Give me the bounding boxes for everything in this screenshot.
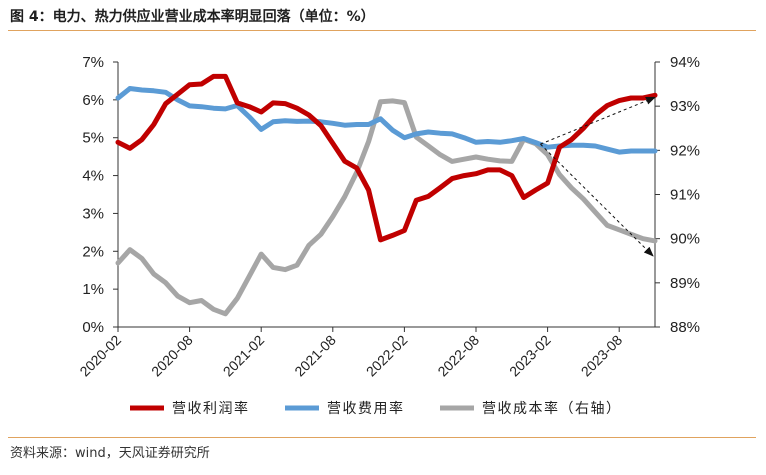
x-tick-label: 2021-02 [220, 332, 268, 380]
source-note: 资料来源：wind，天风证券研究所 [10, 446, 210, 461]
x-tick-label: 2022-08 [434, 332, 482, 380]
left-tick-label: 2% [82, 243, 104, 260]
series-line-0 [115, 73, 658, 243]
right-tick-label: 89% [670, 275, 700, 292]
figure-title: 图 4：电力、热力供应业营业成本率明显回落（单位：%） [10, 9, 375, 25]
left-tick-label: 1% [82, 281, 104, 298]
right-tick-label: 94% [670, 54, 700, 71]
right-tick-label: 91% [670, 187, 700, 204]
arrow-down-cost [540, 143, 654, 257]
right-tick-label: 90% [670, 231, 700, 248]
x-tick-label: 2022-02 [363, 332, 411, 380]
title-divider [8, 30, 756, 31]
x-tick-label: 2023-02 [506, 332, 554, 380]
legend-label-2: 营收成本率（右轴） [482, 400, 622, 417]
x-tick-label: 2021-08 [291, 332, 339, 380]
right-tick-label: 93% [670, 98, 700, 115]
left-tick-label: 3% [82, 205, 104, 222]
footer-divider [8, 437, 756, 438]
legend-label-0: 营收利润率 [172, 400, 250, 417]
x-tick-label: 2020-08 [148, 332, 196, 380]
series-layer [115, 73, 658, 317]
right-tick-label: 88% [670, 319, 700, 336]
left-tick-label: 7% [82, 54, 104, 71]
right-tick-label: 92% [670, 142, 700, 159]
left-tick-label: 5% [82, 130, 104, 147]
x-tick-label: 2020-02 [76, 332, 124, 380]
left-tick-label: 6% [82, 92, 104, 109]
left-tick-label: 0% [82, 319, 104, 336]
series-line-1 [115, 86, 658, 155]
legend: 营收利润率 营收费用率 营收成本率（右轴） [130, 400, 622, 417]
x-tick-label: 2023-08 [578, 332, 626, 380]
legend-label-1: 营收费用率 [327, 400, 405, 417]
arrow-up-profit [540, 96, 656, 145]
series-line-2 [115, 98, 658, 317]
annotation-layer [540, 96, 656, 257]
left-tick-label: 4% [82, 168, 104, 185]
